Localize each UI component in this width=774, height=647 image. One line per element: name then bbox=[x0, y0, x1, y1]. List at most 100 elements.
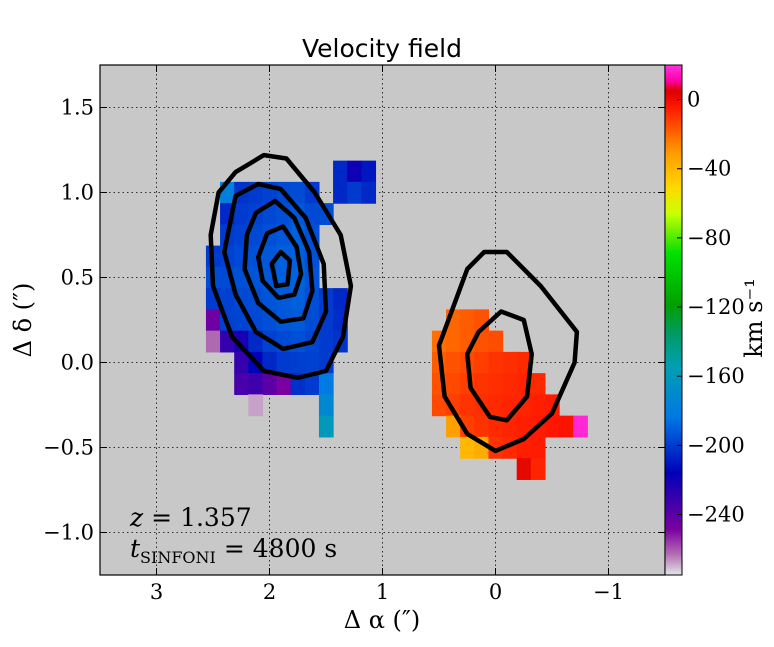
colorbar-tick-label: −40 bbox=[687, 157, 731, 181]
velocity-pixel bbox=[530, 436, 546, 459]
velocity-pixel bbox=[474, 351, 490, 374]
velocity-pixel bbox=[516, 394, 532, 417]
colorbar-tick-label: −160 bbox=[687, 364, 745, 388]
velocity-pixel bbox=[573, 415, 588, 438]
x-tick-label: 0 bbox=[489, 580, 502, 604]
redshift-annotation: z = 1.357 bbox=[129, 503, 252, 532]
contour-sw-1 bbox=[436, 249, 580, 454]
velocity-pixel bbox=[488, 330, 504, 353]
velocity-pixel bbox=[460, 436, 475, 459]
velocity-pixel bbox=[276, 351, 292, 374]
velocity-pixel bbox=[205, 309, 221, 332]
velocity-pixel bbox=[474, 415, 490, 438]
velocity-pixel bbox=[530, 458, 546, 480]
z-variable: z bbox=[129, 503, 144, 532]
velocity-pixel bbox=[234, 373, 249, 395]
chart-title: Velocity field bbox=[302, 34, 462, 63]
velocity-pixel bbox=[304, 351, 320, 374]
velocity-pixel bbox=[431, 394, 447, 417]
velocity-pixel bbox=[460, 394, 475, 417]
velocity-pixel bbox=[276, 288, 292, 310]
velocity-pixel bbox=[262, 351, 278, 374]
velocity-pixel bbox=[559, 415, 574, 438]
colorbar-tick-label: −120 bbox=[687, 295, 745, 319]
colorbar bbox=[664, 64, 683, 576]
colorbar-tick-label: 0 bbox=[687, 88, 700, 112]
y-tick-label: 1.5 bbox=[61, 96, 94, 120]
velocity-pixel bbox=[502, 351, 518, 374]
velocity-pixel bbox=[446, 394, 461, 417]
velocity-pixel bbox=[333, 288, 348, 310]
velocity-pixel bbox=[304, 309, 320, 332]
velocity-pixel bbox=[318, 394, 334, 417]
velocity-pixel bbox=[318, 351, 334, 374]
y-tick-label: 0.5 bbox=[61, 266, 94, 290]
velocity-pixel bbox=[234, 288, 249, 310]
x-tick-label: 3 bbox=[150, 580, 163, 604]
contour-ne-4 bbox=[255, 224, 304, 301]
flux-contours bbox=[208, 152, 580, 454]
contour-ne-1 bbox=[208, 152, 354, 381]
velocity-pixel bbox=[333, 181, 348, 204]
velocity-pixel bbox=[446, 330, 461, 353]
velocity-pixel bbox=[318, 415, 334, 438]
velocity-pixel bbox=[276, 203, 292, 225]
colorbar-tick-label: −240 bbox=[687, 502, 745, 526]
velocity-pixel bbox=[262, 373, 278, 395]
y-tick-label: −0.5 bbox=[43, 436, 94, 460]
velocity-pixel bbox=[502, 373, 518, 395]
x-tick-label: 1 bbox=[376, 580, 389, 604]
velocity-pixel bbox=[290, 288, 306, 310]
velocity-pixel bbox=[290, 330, 306, 353]
velocity-pixel bbox=[474, 373, 490, 395]
x-axis-ticks: 3 2 1 0 −1 bbox=[150, 65, 624, 604]
velocity-pixel bbox=[333, 160, 348, 183]
velocity-pixel bbox=[530, 373, 546, 395]
velocity-pixel bbox=[304, 373, 320, 395]
exposure-annotation: tSINFONI = 4800 s bbox=[130, 534, 337, 567]
y-axis-ticks: −1.0 −0.5 0.0 0.5 1.0 1.5 bbox=[43, 96, 665, 545]
y-axis-label: Δ δ (″) bbox=[9, 283, 37, 358]
x-tick-label: 2 bbox=[263, 580, 276, 604]
velocity-pixel bbox=[220, 288, 235, 310]
velocity-pixel bbox=[516, 458, 532, 480]
velocity-pixel bbox=[205, 330, 221, 353]
velocity-pixel bbox=[234, 351, 249, 374]
velocity-pixel bbox=[446, 373, 461, 395]
colorbar-tick-label: −80 bbox=[687, 226, 731, 250]
exposure-variable: t bbox=[130, 534, 141, 563]
velocity-pixel bbox=[544, 415, 560, 438]
velocity-pixel bbox=[318, 330, 334, 353]
velocity-pixel bbox=[318, 373, 334, 395]
plot-background bbox=[100, 65, 665, 575]
velocity-pixel bbox=[361, 181, 377, 204]
z-value: = 1.357 bbox=[151, 503, 251, 532]
y-tick-label: 1.0 bbox=[61, 181, 94, 205]
velocity-pixel bbox=[488, 351, 504, 374]
y-tick-label: −1.0 bbox=[43, 521, 94, 545]
velocity-pixel bbox=[530, 394, 546, 417]
colorbar-tick-label: −200 bbox=[687, 433, 745, 457]
velocity-pixel bbox=[347, 160, 362, 183]
velocity-pixel bbox=[361, 160, 377, 183]
velocity-pixel bbox=[488, 394, 504, 417]
velocity-pixel bbox=[276, 373, 292, 395]
velocity-pixel bbox=[347, 181, 362, 204]
colorbar-label: km s⁻¹ bbox=[740, 278, 768, 358]
y-tick-label: 0.0 bbox=[61, 351, 94, 375]
contour-ne-2 bbox=[222, 181, 329, 352]
x-axis-label: Δ α (″) bbox=[344, 606, 421, 634]
velocity-pixel bbox=[234, 203, 249, 225]
exposure-value: = 4800 s bbox=[224, 534, 337, 563]
contour-ne-5 bbox=[269, 249, 293, 289]
velocity-pixel bbox=[488, 436, 504, 459]
velocity-pixel bbox=[516, 351, 532, 374]
velocity-pixel bbox=[234, 330, 249, 353]
velocity-pixel bbox=[290, 181, 306, 204]
velocity-pixel bbox=[460, 309, 475, 332]
velocity-pixel bbox=[248, 224, 264, 247]
contour-sw-2 bbox=[465, 309, 534, 423]
x-tick-label: −1 bbox=[593, 580, 624, 604]
velocity-pixel bbox=[446, 351, 461, 374]
